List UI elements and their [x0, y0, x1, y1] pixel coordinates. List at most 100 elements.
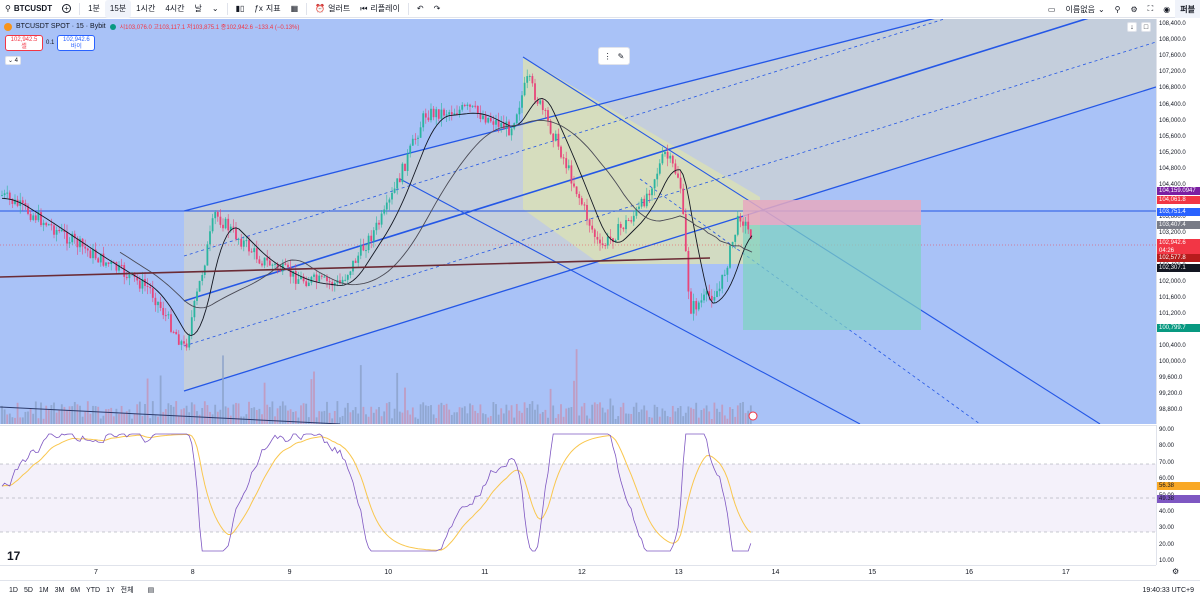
channel-dashed-line	[183, 41, 1156, 347]
time-axis[interactable]: 7 8 9 10 11 12 13 14 15 16 17	[0, 565, 1156, 579]
range-all[interactable]: 전체	[120, 587, 134, 594]
price-axis[interactable]: 108,400.0 108,000.0 107,600.0 107,200.0 106,…	[1156, 19, 1200, 424]
interval-day[interactable]: 날	[194, 4, 202, 13]
interval-15m[interactable]: 15분	[104, 0, 132, 18]
pencil-icon[interactable]: ✎	[617, 51, 625, 61]
range-6m[interactable]: 6M	[70, 586, 81, 594]
volume-bar	[201, 407, 204, 424]
volume-bar	[281, 401, 284, 424]
volume-bar	[333, 410, 336, 424]
alerts-button[interactable]: ⏰ 얼러트	[310, 0, 355, 18]
candle-body	[417, 137, 419, 139]
rsi-pane[interactable]	[0, 425, 1156, 565]
symbol-search-button[interactable]: ⚲ BTCUSDT	[0, 0, 57, 18]
price-chart-pane[interactable]	[0, 19, 1156, 424]
scroll-down-button[interactable]: ↓	[1127, 22, 1137, 32]
sell-button[interactable]: 102,942.5 셀	[5, 35, 43, 51]
add-symbol-button[interactable]: +	[57, 0, 76, 18]
candle-body	[40, 212, 42, 226]
volume-bar	[726, 418, 729, 424]
volume-bar	[567, 407, 570, 424]
price-tick-label: 101,600.0	[1159, 294, 1186, 301]
candle-body	[339, 280, 341, 284]
volume-bar	[224, 406, 227, 424]
candle-body	[362, 244, 365, 251]
candle-body	[627, 220, 630, 222]
toolbar-divider	[79, 2, 81, 15]
layout-button[interactable]: ▭	[1043, 0, 1061, 18]
templates-button[interactable]: ▦	[286, 0, 304, 18]
drag-handle-icon[interactable]: ⋮	[603, 51, 612, 61]
settings-button[interactable]: ⚙	[1126, 0, 1143, 18]
candle-body	[138, 280, 141, 289]
price-tick-label: 102,000.0	[1159, 278, 1186, 285]
candle-body	[541, 100, 544, 110]
pane-maximize-button[interactable]: □	[1141, 22, 1151, 32]
rsi-axis[interactable]: 90.0080.0070.0060.0050.0040.0030.0020.00…	[1156, 425, 1200, 565]
range-1m[interactable]: 1M	[38, 586, 49, 594]
indicators-collapse-button[interactable]: ⌄ 4	[5, 56, 21, 65]
range-5d[interactable]: 5D	[23, 586, 33, 594]
range-ytd[interactable]: YTD	[86, 586, 101, 594]
volume-bar	[544, 409, 547, 424]
tradingview-logo[interactable]: 17	[7, 549, 21, 563]
candle-body	[378, 222, 380, 225]
range-1y[interactable]: 1Y	[106, 586, 115, 594]
clock-timezone[interactable]: 19:40:33 UTC+9	[1142, 586, 1194, 594]
gear-icon[interactable]: ⚙	[1172, 567, 1180, 576]
volume-bar	[560, 404, 562, 424]
undo-button[interactable]: ↶	[412, 0, 429, 18]
interval-4h[interactable]: 4시간	[165, 4, 185, 13]
chart-type-button[interactable]: ▮▯	[231, 0, 250, 18]
volume-bar	[630, 413, 633, 424]
fullscreen-button[interactable]: ⛶	[1143, 0, 1159, 18]
volume-bar	[492, 402, 495, 424]
indicators-button[interactable]: ƒx 지표	[249, 0, 285, 18]
volume-bar	[742, 401, 744, 424]
candle-body	[562, 157, 565, 159]
time-tick-label: 10	[384, 569, 393, 576]
buy-price: 102,942.6	[62, 37, 90, 43]
candle-body	[508, 121, 510, 136]
candle-body	[552, 133, 555, 141]
volume-bar	[482, 413, 484, 424]
snapshot-button[interactable]: ◉	[1158, 0, 1175, 18]
candle-body	[245, 240, 248, 242]
volume-bar	[622, 402, 625, 424]
candle-body	[744, 221, 747, 226]
price-chart-canvas[interactable]	[0, 19, 1156, 424]
price-tag: 102,577.8	[1157, 254, 1200, 262]
legend-title: BTCUSDT SPOT · 15 · Bybit	[16, 23, 106, 30]
candle-body	[458, 109, 461, 115]
floating-drawing-toolbar[interactable]: ⋮ ✎	[598, 47, 630, 65]
interval-1m[interactable]: 1분	[88, 4, 100, 13]
candle-body	[671, 155, 674, 164]
volume-bar	[513, 417, 516, 424]
toolbar-divider	[306, 2, 308, 15]
interval-1h[interactable]: 1시간	[136, 4, 156, 13]
candle-body	[596, 236, 599, 240]
candle-body	[359, 244, 362, 256]
volume-bar	[339, 417, 341, 424]
redo-button[interactable]: ↷	[429, 0, 446, 18]
candles-icon: ▮▯	[235, 4, 245, 13]
descending-lower-line	[399, 178, 861, 424]
rsi-canvas[interactable]	[0, 426, 1156, 565]
buy-button[interactable]: 102,942.6 바이	[57, 35, 96, 51]
interval-dropdown-button[interactable]: ⌄	[207, 0, 224, 18]
quick-search-button[interactable]: ⚲	[1110, 0, 1126, 18]
layout-name-button[interactable]: 이름없음 ⌄	[1060, 0, 1109, 18]
range-1d[interactable]: 1D	[9, 586, 18, 594]
range-3m[interactable]: 3M	[54, 586, 65, 594]
candle-body	[700, 300, 703, 303]
volume-bar	[380, 416, 383, 424]
candle-body	[656, 173, 659, 180]
volume-bar	[437, 404, 440, 424]
candle-body	[27, 205, 29, 214]
replay-button[interactable]: ⏮ 리플레이	[355, 0, 405, 18]
time-tick-label: 7	[94, 569, 98, 576]
date-range-button[interactable]: ▤	[145, 586, 158, 594]
volume-bar	[651, 417, 653, 424]
publish-button[interactable]: 퍼블	[1175, 0, 1200, 18]
volume-bar	[648, 417, 651, 424]
